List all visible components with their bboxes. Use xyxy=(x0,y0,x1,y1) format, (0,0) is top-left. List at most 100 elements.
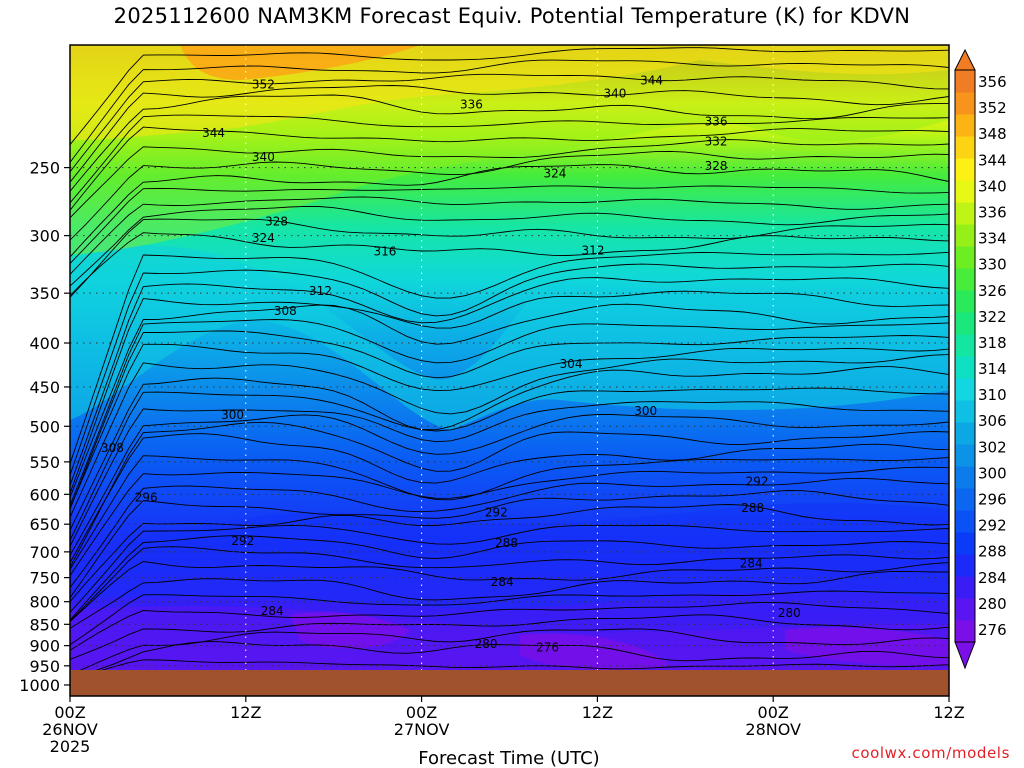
contour-label: 300 xyxy=(634,404,657,418)
y-tick-label: 550 xyxy=(29,453,60,472)
credit-text: coolwx.com/models xyxy=(851,744,1010,762)
colorbar-swatch xyxy=(955,334,975,357)
colorbar-label: 296 xyxy=(978,491,1007,509)
contour-label: 280 xyxy=(778,606,801,620)
contour-label: 292 xyxy=(746,475,769,489)
y-tick-label: 250 xyxy=(29,159,60,178)
contour-label: 332 xyxy=(705,134,728,148)
contour-line xyxy=(70,94,949,192)
contour-line xyxy=(70,319,949,506)
colorbar-label: 334 xyxy=(978,230,1007,248)
contour-label: 316 xyxy=(374,244,397,258)
colorbar-swatch xyxy=(955,180,975,203)
y-tick-label: 650 xyxy=(29,515,60,534)
contour-line xyxy=(70,524,949,613)
contour-line xyxy=(70,387,949,541)
colorbar-label: 322 xyxy=(978,308,1007,326)
contour-line xyxy=(70,85,949,183)
colorbar-swatch xyxy=(955,202,975,225)
x-tick-label: 27NOV xyxy=(394,720,450,739)
contour-labels: 352 344 340 336 340 344 336 332 328 324 328 324 316 3… xyxy=(101,74,801,655)
contour-line xyxy=(70,196,949,275)
contour-label: 308 xyxy=(101,441,124,455)
contour-label: 284 xyxy=(740,556,763,570)
chart-title: 2025112600 NAM3KM Forecast Equiv. Potent… xyxy=(113,4,911,28)
contour-line xyxy=(70,535,949,621)
colorbar-label: 336 xyxy=(978,203,1007,221)
contour-line xyxy=(70,628,949,675)
colorbar-label: 318 xyxy=(978,334,1007,352)
colorbar-bottom-arrow xyxy=(954,641,976,670)
colorbar-swatch xyxy=(955,158,975,181)
contour-label: 296 xyxy=(135,490,158,504)
y-tick-label: 950 xyxy=(29,657,60,676)
colorbar-label: 352 xyxy=(978,99,1007,117)
colorbar-label: 284 xyxy=(978,569,1007,587)
contour-label: 280 xyxy=(475,637,498,651)
contour-label: 336 xyxy=(460,97,483,111)
colorbar-swatch xyxy=(955,312,975,335)
colorbar-label: 310 xyxy=(978,386,1007,404)
contour-line xyxy=(70,401,949,547)
contour-line xyxy=(70,366,949,531)
contour-label: 304 xyxy=(560,357,583,371)
colorbar-label: 348 xyxy=(978,125,1007,143)
contour-label: 312 xyxy=(582,243,605,257)
contour-label: 336 xyxy=(705,115,728,129)
colorbar-swatch xyxy=(955,290,975,313)
contour-label: 340 xyxy=(604,87,627,101)
colorbar-swatch xyxy=(955,422,975,445)
contour-lines xyxy=(70,47,949,680)
contour-line xyxy=(70,343,949,509)
colorbar-swatch xyxy=(955,620,975,643)
contour-line xyxy=(70,59,949,163)
colorbar-label: 340 xyxy=(978,177,1007,195)
x-tick-label: 00Z xyxy=(406,703,437,722)
colorbar-swatch xyxy=(955,598,975,621)
y-tick-label: 350 xyxy=(29,284,60,303)
colorbar-label: 314 xyxy=(978,360,1007,378)
colorbar-label: 356 xyxy=(978,73,1007,91)
colorbar: 276 280 284 288 292 296 300 302 306 310 314 318 322 3… xyxy=(954,48,1007,670)
contour-line xyxy=(70,47,949,145)
contour-line xyxy=(70,601,949,651)
contour-line xyxy=(70,466,949,577)
y-tick-label: 500 xyxy=(29,417,60,436)
x-tick-label: 28NOV xyxy=(745,720,801,739)
contour-line xyxy=(70,421,949,568)
colorbar-label: 306 xyxy=(978,412,1007,430)
x-tick-label: 12Z xyxy=(933,703,964,722)
ground-terrain xyxy=(70,670,949,696)
contour-line xyxy=(70,185,949,264)
contour-label: 288 xyxy=(741,501,764,515)
colorbar-swatch xyxy=(955,356,975,379)
contour-line xyxy=(70,570,949,629)
contour-label: 292 xyxy=(231,534,254,548)
grid-lines xyxy=(70,45,949,696)
x-tick-label: 00Z xyxy=(54,703,85,722)
contour-line xyxy=(70,330,949,510)
colorbar-frame xyxy=(954,69,976,643)
y-tick-label: 400 xyxy=(29,334,60,353)
y-axis: 250 300 350 400 450 500 550 600 650 700 750 800 850 9… xyxy=(19,159,70,695)
contour-label: 328 xyxy=(265,215,288,229)
contour-line xyxy=(70,659,949,680)
y-tick-label: 800 xyxy=(29,593,60,612)
colorbar-swatch xyxy=(955,576,975,599)
y-tick-label: 1000 xyxy=(19,676,60,695)
contour-line xyxy=(70,561,949,623)
colorbar-label: 330 xyxy=(978,256,1007,274)
colorbar-swatch xyxy=(955,136,975,159)
y-tick-label: 450 xyxy=(29,378,60,397)
y-tick-label: 750 xyxy=(29,569,60,588)
x-tick-label: 12Z xyxy=(582,703,613,722)
contour-line xyxy=(70,477,949,588)
contour-label: 324 xyxy=(252,231,275,245)
contour-line xyxy=(70,139,949,219)
contour-line xyxy=(70,490,949,599)
contour-line xyxy=(70,164,949,258)
contour-line xyxy=(70,263,949,476)
x-axis-label: Forecast Time (UTC) xyxy=(418,748,599,768)
x-tick-label: 26NOV xyxy=(42,720,98,739)
